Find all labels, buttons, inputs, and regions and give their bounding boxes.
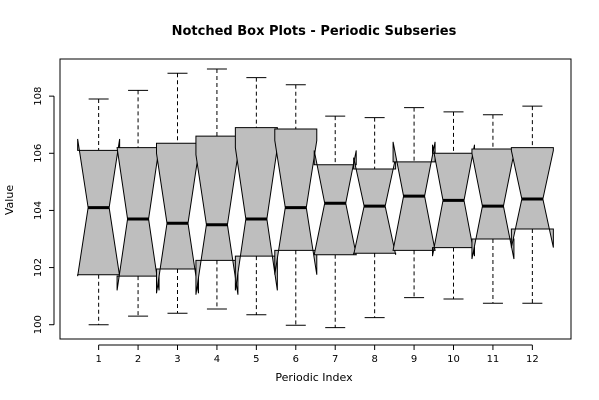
chart-title: Notched Box Plots - Periodic Subseries bbox=[172, 24, 457, 39]
x-tick-label: 5 bbox=[253, 354, 259, 365]
y-tick-label: 106 bbox=[33, 144, 44, 163]
y-tick-label: 100 bbox=[33, 315, 44, 334]
x-tick-label: 2 bbox=[135, 354, 141, 365]
y-axis-label: Value bbox=[3, 185, 16, 215]
x-tick-label: 4 bbox=[214, 354, 220, 365]
plot-frame bbox=[59, 58, 572, 340]
x-tick-label: 7 bbox=[332, 354, 338, 365]
x-tick-label: 12 bbox=[526, 354, 539, 365]
x-tick-label: 9 bbox=[411, 354, 417, 365]
x-tick-label: 3 bbox=[174, 354, 180, 365]
x-axis-label: Periodic Index bbox=[275, 371, 353, 384]
y-tick-label: 104 bbox=[33, 201, 44, 220]
y-tick-label: 102 bbox=[33, 258, 44, 277]
x-tick-label: 11 bbox=[487, 354, 500, 365]
x-tick-label: 6 bbox=[293, 354, 299, 365]
x-tick-label: 1 bbox=[95, 354, 101, 365]
y-tick-label: 108 bbox=[33, 87, 44, 106]
x-tick-label: 8 bbox=[371, 354, 377, 365]
x-tick-label: 10 bbox=[447, 354, 460, 365]
